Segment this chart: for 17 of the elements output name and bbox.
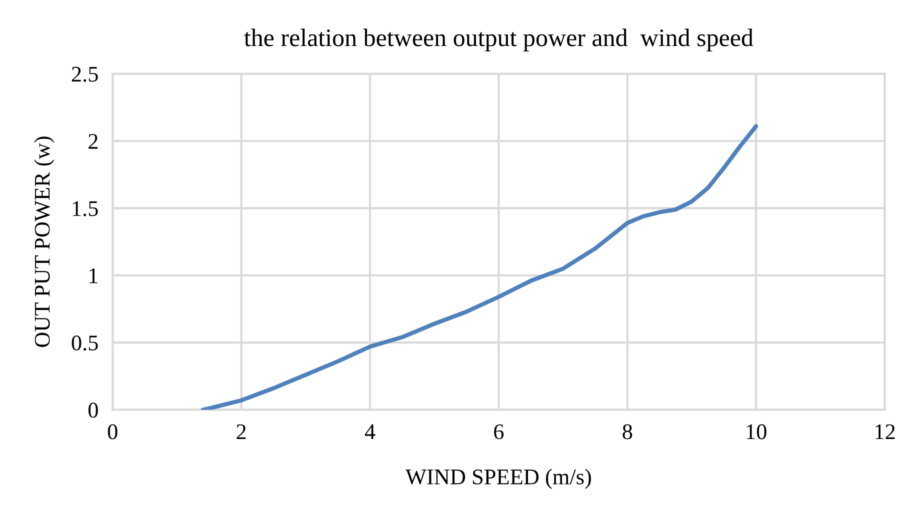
y-tick-label: 1.5: [72, 201, 98, 216]
x-tick-label: 12: [876, 424, 895, 440]
x-tick-label: 8: [622, 424, 632, 440]
y-tick-label: 2: [88, 134, 98, 149]
y-tick-label: 0: [88, 402, 98, 418]
chart-title: the relation between output power and wind speed: [244, 28, 754, 52]
x-axis-title: WIND SPEED (m/s): [406, 468, 591, 489]
line-series: [200, 124, 758, 410]
x-tick-label: 0: [108, 424, 118, 440]
y-tick-label: 1: [90, 268, 98, 284]
x-tick-label: 4: [364, 424, 376, 440]
x-tick-label: 6: [494, 424, 504, 440]
y-axis-title: OUT PUT POWER (w): [34, 136, 54, 347]
x-tick-label: 10: [746, 424, 766, 440]
x-tick-label: 2: [236, 424, 246, 440]
y-tick-label: 0.5: [72, 335, 98, 351]
y-tick-label: 2.5: [72, 66, 98, 82]
